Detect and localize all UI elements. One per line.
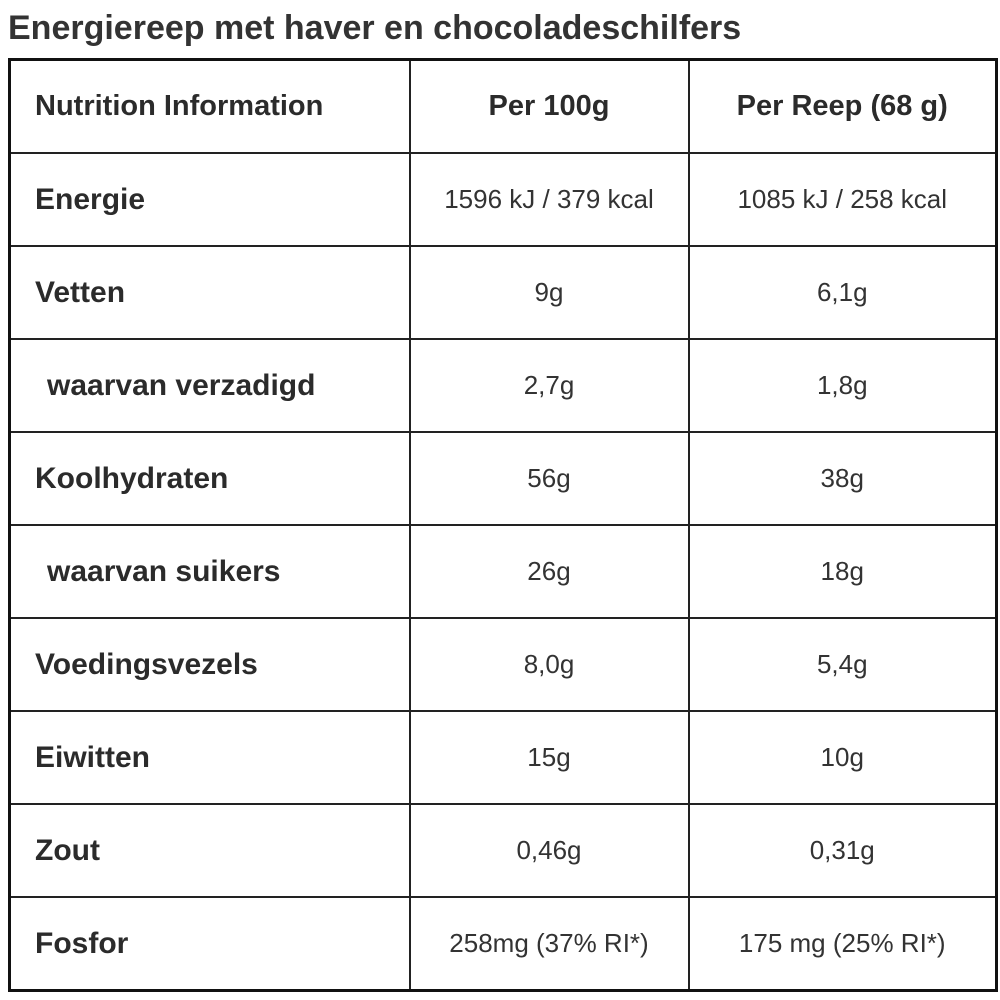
table-row: waarvan suikers 26g 18g	[8, 524, 998, 619]
value-per-bar: 38g	[687, 431, 998, 526]
table-row: Voedingsvezels 8,0g 5,4g	[8, 617, 998, 712]
value-per-bar: 175 mg (25% RI*)	[687, 896, 998, 992]
nutrient-label: Koolhydraten	[8, 431, 411, 526]
table-row: Koolhydraten 56g 38g	[8, 431, 998, 526]
value-per-bar: 6,1g	[687, 245, 998, 340]
value-per-100g: 1596 kJ / 379 kcal	[408, 152, 690, 247]
value-per-100g: 15g	[408, 710, 690, 805]
nutrient-label: waarvan suikers	[8, 524, 411, 619]
nutrient-label: Vetten	[8, 245, 411, 340]
header-per-bar: Per Reep (68 g)	[687, 58, 998, 154]
header-nutrition-information: Nutrition Information	[8, 58, 411, 154]
nutrient-label: Fosfor	[8, 896, 411, 992]
nutrient-label: Voedingsvezels	[8, 617, 411, 712]
value-per-bar: 5,4g	[687, 617, 998, 712]
nutrient-label: waarvan verzadigd	[8, 338, 411, 433]
header-per-100g: Per 100g	[408, 58, 690, 154]
nutrition-table: Nutrition Information Per 100g Per Reep …	[8, 58, 998, 992]
table-row: Energie 1596 kJ / 379 kcal 1085 kJ / 258…	[8, 152, 998, 247]
value-per-bar: 1085 kJ / 258 kcal	[687, 152, 998, 247]
nutrient-label: Energie	[8, 152, 411, 247]
page-title: Energiereep met haver en chocoladeschilf…	[8, 9, 742, 47]
value-per-bar: 18g	[687, 524, 998, 619]
value-per-100g: 56g	[408, 431, 690, 526]
value-per-bar: 1,8g	[687, 338, 998, 433]
table-row: Vetten 9g 6,1g	[8, 245, 998, 340]
nutrient-label: Zout	[8, 803, 411, 898]
nutrient-label: Eiwitten	[8, 710, 411, 805]
table-row: Eiwitten 15g 10g	[8, 710, 998, 805]
value-per-bar: 10g	[687, 710, 998, 805]
table-row: Zout 0,46g 0,31g	[8, 803, 998, 898]
value-per-100g: 258mg (37% RI*)	[408, 896, 690, 992]
value-per-100g: 8,0g	[408, 617, 690, 712]
value-per-100g: 0,46g	[408, 803, 690, 898]
table-row: Fosfor 258mg (37% RI*) 175 mg (25% RI*)	[8, 896, 998, 992]
value-per-100g: 9g	[408, 245, 690, 340]
table-header-row: Nutrition Information Per 100g Per Reep …	[8, 58, 998, 154]
table-row: waarvan verzadigd 2,7g 1,8g	[8, 338, 998, 433]
value-per-100g: 2,7g	[408, 338, 690, 433]
value-per-bar: 0,31g	[687, 803, 998, 898]
value-per-100g: 26g	[408, 524, 690, 619]
